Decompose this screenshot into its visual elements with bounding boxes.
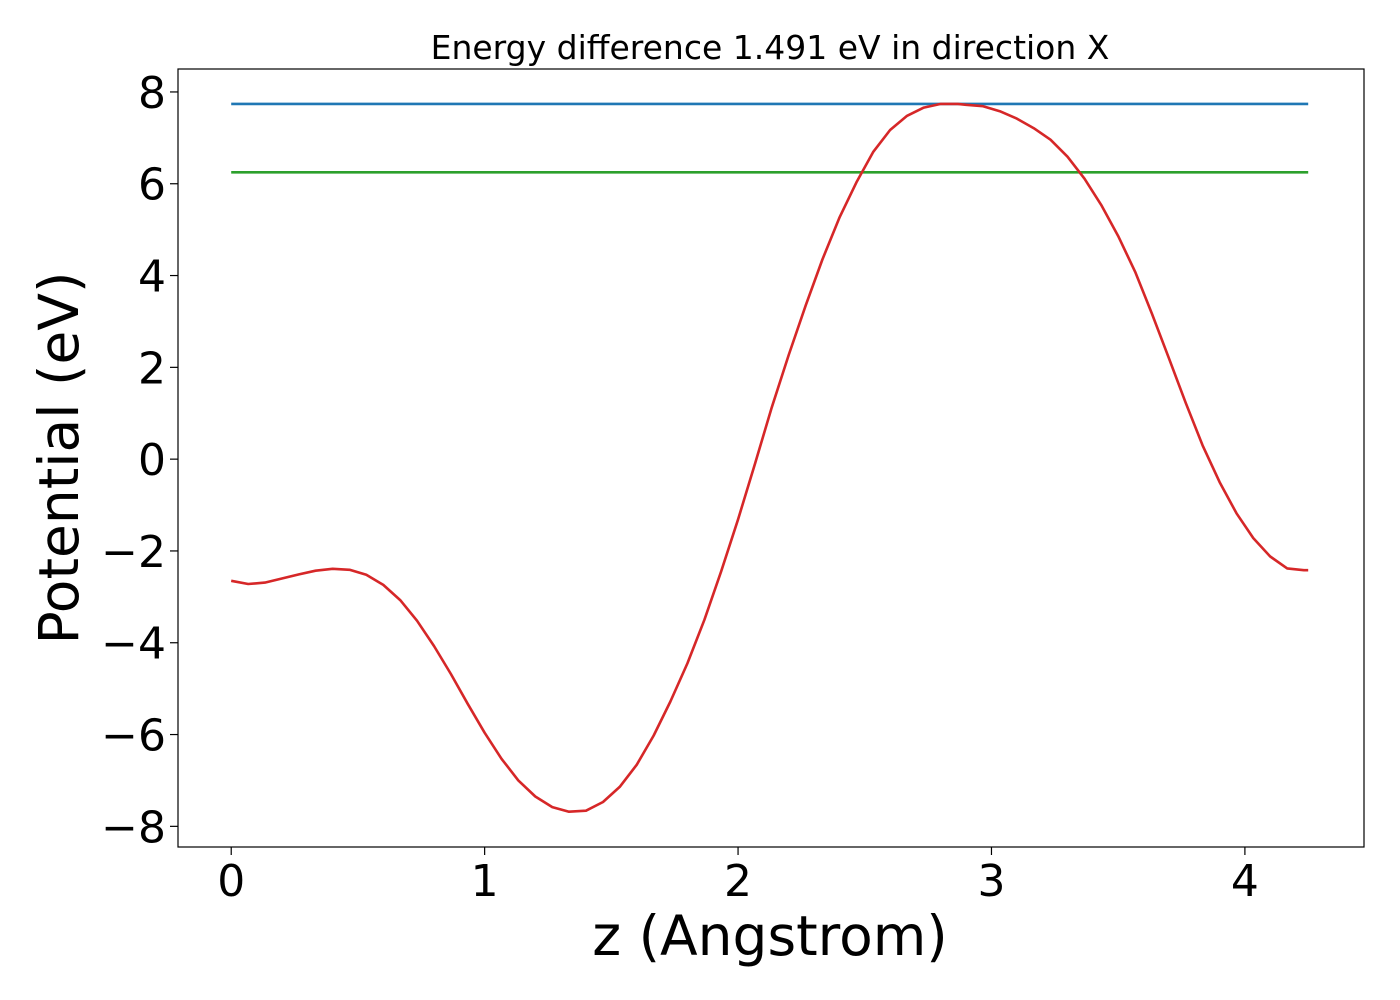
x-tick-label: 1	[471, 856, 499, 907]
x-tick-label: 2	[724, 856, 752, 907]
chart-title: Energy difference 1.491 eV in direction …	[431, 28, 1110, 67]
y-axis-title: Potential (eV)	[27, 272, 91, 645]
y-tick-label: 0	[138, 435, 166, 486]
plot-area	[230, 102, 1309, 814]
y-tick-label: 8	[138, 68, 166, 119]
series-line-0	[230, 102, 1309, 814]
x-tick-label: 4	[1231, 856, 1259, 907]
plot-frame	[177, 68, 1365, 848]
y-tick-label: 4	[138, 252, 166, 303]
y-tick-label: 6	[138, 160, 166, 211]
y-tick-label: −8	[101, 802, 166, 853]
x-tick-label: 0	[217, 856, 245, 907]
y-tick-label: −2	[101, 527, 166, 578]
y-tick-label: −6	[101, 711, 166, 762]
y-axis: −8 −6 −4 −2 0 2 4 6 8	[101, 68, 178, 853]
x-axis: 0 1 2 3 4	[217, 847, 1259, 907]
y-tick-label: 2	[138, 343, 166, 394]
y-tick-label: −4	[101, 619, 166, 670]
x-tick-label: 3	[977, 856, 1005, 907]
x-axis-title: z (Angstrom)	[592, 904, 948, 968]
